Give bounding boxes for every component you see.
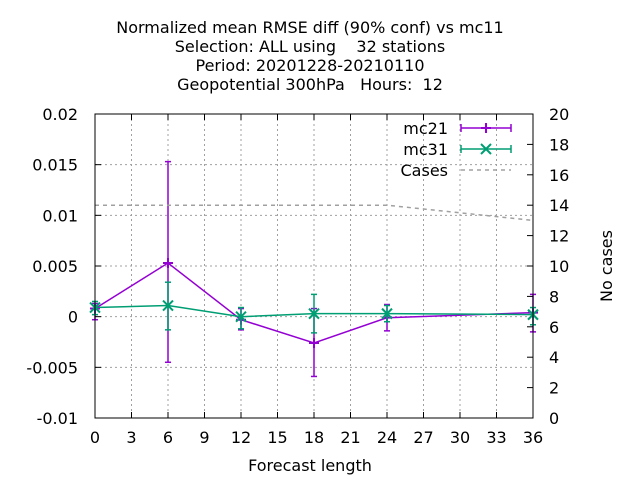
legend-swatch-mc21 [460, 123, 512, 133]
x-tick-label: 15 [267, 428, 287, 447]
x-tick-labels: 0 3 6 9 12 15 18 21 24 27 30 33 36 [90, 428, 543, 447]
y2-tick-label: 12 [549, 227, 569, 246]
x-axis-label: Forecast length [248, 456, 372, 475]
y-tick-label: -0.01 [37, 409, 78, 428]
y2-tick-label: 14 [549, 196, 569, 215]
legend-label: mc21 [403, 119, 448, 138]
y-tick-label: 0.01 [42, 206, 78, 225]
y-tick-label: -0.005 [26, 358, 78, 377]
series-line-mc31 [94, 304, 534, 318]
data-point-mc31 [162, 299, 174, 312]
chart-title: Normalized mean RMSE diff (90% conf) vs … [116, 18, 503, 94]
y-tick-labels: -0.01 -0.005 0 0.005 0.01 0.015 0.02 [26, 105, 78, 428]
legend-marker [481, 123, 491, 133]
x-tick-label: 30 [450, 428, 470, 447]
y-tick-label: 0.005 [32, 257, 78, 276]
x-tick-label: 18 [304, 428, 324, 447]
title-line-1: Normalized mean RMSE diff (90% conf) vs … [116, 18, 503, 37]
legend-swatch-mc31 [460, 143, 512, 155]
x-tick-label: 24 [377, 428, 397, 447]
y2-tick-label: 8 [549, 287, 559, 306]
x-tick-label: 12 [231, 428, 251, 447]
series-line-mc21 [94, 262, 534, 344]
x-tick-label: 3 [126, 428, 136, 447]
y-tick-label: 0.015 [32, 156, 78, 175]
legend-label: mc31 [403, 140, 448, 159]
legend-label: Cases [401, 161, 449, 180]
y2-tick-label: 16 [549, 166, 569, 185]
data-point-mc31 [381, 307, 393, 320]
tick-marks [94, 113, 534, 419]
x-tick-label: 6 [163, 428, 173, 447]
x-tick-label: 9 [199, 428, 209, 447]
legend: mc21 mc31 Cases [401, 119, 512, 180]
title-line-4: Geopotential 300hPa Hours: 12 [177, 75, 443, 94]
data-point-mc21 [163, 257, 173, 268]
title-line-2: Selection: ALL using 32 stations [175, 37, 445, 56]
data-point-mc31 [235, 310, 247, 323]
data-point-mc21 [309, 338, 319, 349]
y2-tick-label: 18 [549, 135, 569, 154]
x-tick-label: 21 [340, 428, 360, 447]
y-tick-label: 0 [68, 308, 78, 327]
y2-tick-label: 0 [549, 409, 559, 428]
x-tick-label: 33 [486, 428, 506, 447]
y2-tick-label: 2 [549, 379, 559, 398]
x-tick-label: 0 [90, 428, 100, 447]
series-Cases [95, 204, 534, 222]
y2-tick-label: 4 [549, 348, 559, 367]
data-point-mc31 [308, 307, 320, 320]
y2-tick-label: 20 [549, 105, 569, 124]
y-tick-label: 0.02 [42, 105, 78, 124]
x-tick-label: 36 [523, 428, 543, 447]
y2-tick-labels: 0 2 4 6 8 10 12 14 16 18 20 [549, 105, 569, 428]
title-line-3: Period: 20201228-20210110 [195, 56, 424, 75]
series-mc31 [89, 281, 539, 334]
x-tick-label: 27 [413, 428, 433, 447]
series-line-Cases [95, 204, 534, 222]
y2-tick-label: 6 [549, 318, 559, 337]
legend-marker [480, 143, 492, 155]
y2-tick-label: 10 [549, 257, 569, 276]
y2-axis-label: No cases [597, 230, 616, 302]
